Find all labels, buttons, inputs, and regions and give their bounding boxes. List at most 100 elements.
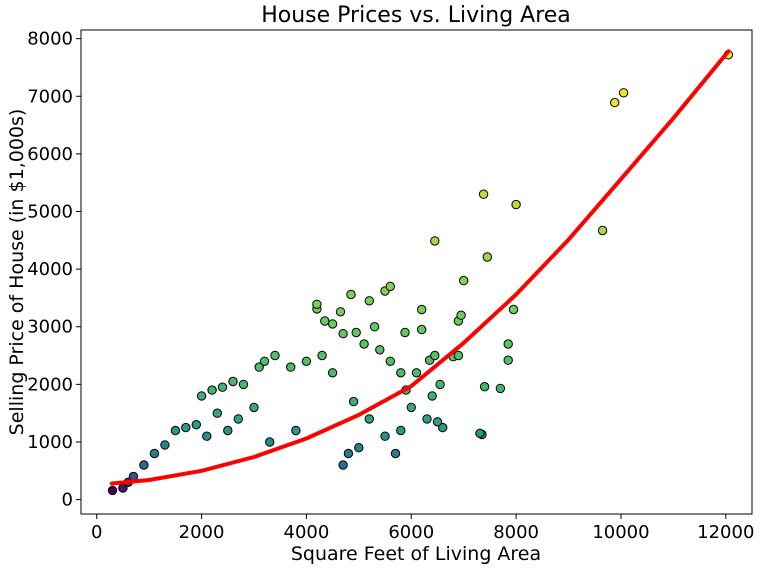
data-point [400,327,410,338]
data-point [338,329,348,339]
data-point [338,460,348,470]
y-tick-label: 6000 [27,144,73,165]
x-tick-label: 2000 [179,522,225,543]
x-axis-ticks: 0 2000 4000 6000 8000 10000 12000 [91,514,754,543]
data-point [301,356,312,366]
data-point [327,319,338,329]
points-layer [107,50,734,496]
data-point [479,382,490,392]
x-tick-label: 10000 [592,522,649,543]
x-tick-label: 0 [91,522,102,543]
data-point [233,414,244,424]
data-point [385,281,395,292]
data-point [417,304,427,315]
data-point [346,289,356,300]
data-point [207,385,217,395]
data-point [396,368,406,378]
data-point [478,189,489,199]
data-point [482,252,492,262]
data-point [149,448,160,459]
data-point [456,310,466,320]
data-point [181,422,191,433]
data-point [343,448,354,459]
data-point [348,396,359,407]
x-tick-label: 8000 [493,522,539,543]
data-point [228,376,238,387]
data-point [375,345,385,355]
y-tick-label: 1000 [27,432,73,453]
data-point [508,304,519,315]
data-point [335,307,346,317]
data-point [503,355,513,365]
data-point [475,428,485,438]
data-point [249,402,259,413]
data-point [238,379,249,390]
data-point [364,296,374,306]
y-tick-label: 5000 [27,202,73,223]
data-point [170,425,181,436]
data-point [435,379,445,390]
data-point [160,440,170,450]
data-point [291,425,301,436]
data-point [191,420,202,430]
y-tick-label: 3000 [27,317,73,338]
data-point [411,368,422,378]
data-point [223,425,233,436]
data-point [430,350,440,361]
data-point [286,362,296,372]
data-point [265,437,275,447]
data-point [385,356,395,366]
data-point [351,327,361,338]
x-tick-label: 4000 [284,522,330,543]
data-point [459,275,469,286]
x-axis-label: Square Feet of Living Area [291,543,541,565]
data-point [139,460,149,470]
data-point [369,322,380,332]
data-point [610,97,620,108]
x-tick-label: 12000 [697,522,754,543]
chart-title: House Prices vs. Living Area [261,3,571,28]
data-point [427,391,437,401]
data-point [432,417,443,427]
data-point [312,299,322,309]
data-point [406,402,416,413]
data-point [270,350,280,361]
data-point [107,485,118,496]
data-point [495,383,506,394]
data-point [511,199,521,210]
data-point [430,236,440,246]
data-point [212,408,223,418]
x-tick-label: 6000 [388,522,434,543]
y-axis-ticks: 0 1000 2000 3000 4000 5000 6000 7000 8000 [27,29,81,511]
plot-background [81,30,752,514]
data-point [359,339,369,349]
y-tick-label: 4000 [27,259,73,280]
data-point [196,391,207,401]
y-axis-label: Selling Price of House (in $1,000s) [6,109,28,436]
data-point [618,88,629,98]
data-point [327,368,338,378]
data-point [396,425,406,436]
data-point [453,350,464,361]
plot-frame [80,29,753,515]
y-tick-label: 7000 [27,86,73,107]
data-point [422,414,432,424]
y-tick-label: 8000 [27,29,73,50]
data-point [259,356,270,366]
data-point [202,431,212,441]
data-point [503,339,513,349]
trend-layer [109,49,731,486]
data-point [417,324,427,335]
data-point [364,414,374,424]
y-tick-label: 2000 [27,374,73,395]
data-point [380,431,390,441]
data-point [354,443,364,453]
data-point [597,225,608,236]
y-tick-label: 0 [62,490,73,511]
data-point [320,316,330,326]
data-point [217,382,228,392]
data-point [390,448,401,459]
data-point [438,422,448,433]
trend-line [109,49,731,486]
